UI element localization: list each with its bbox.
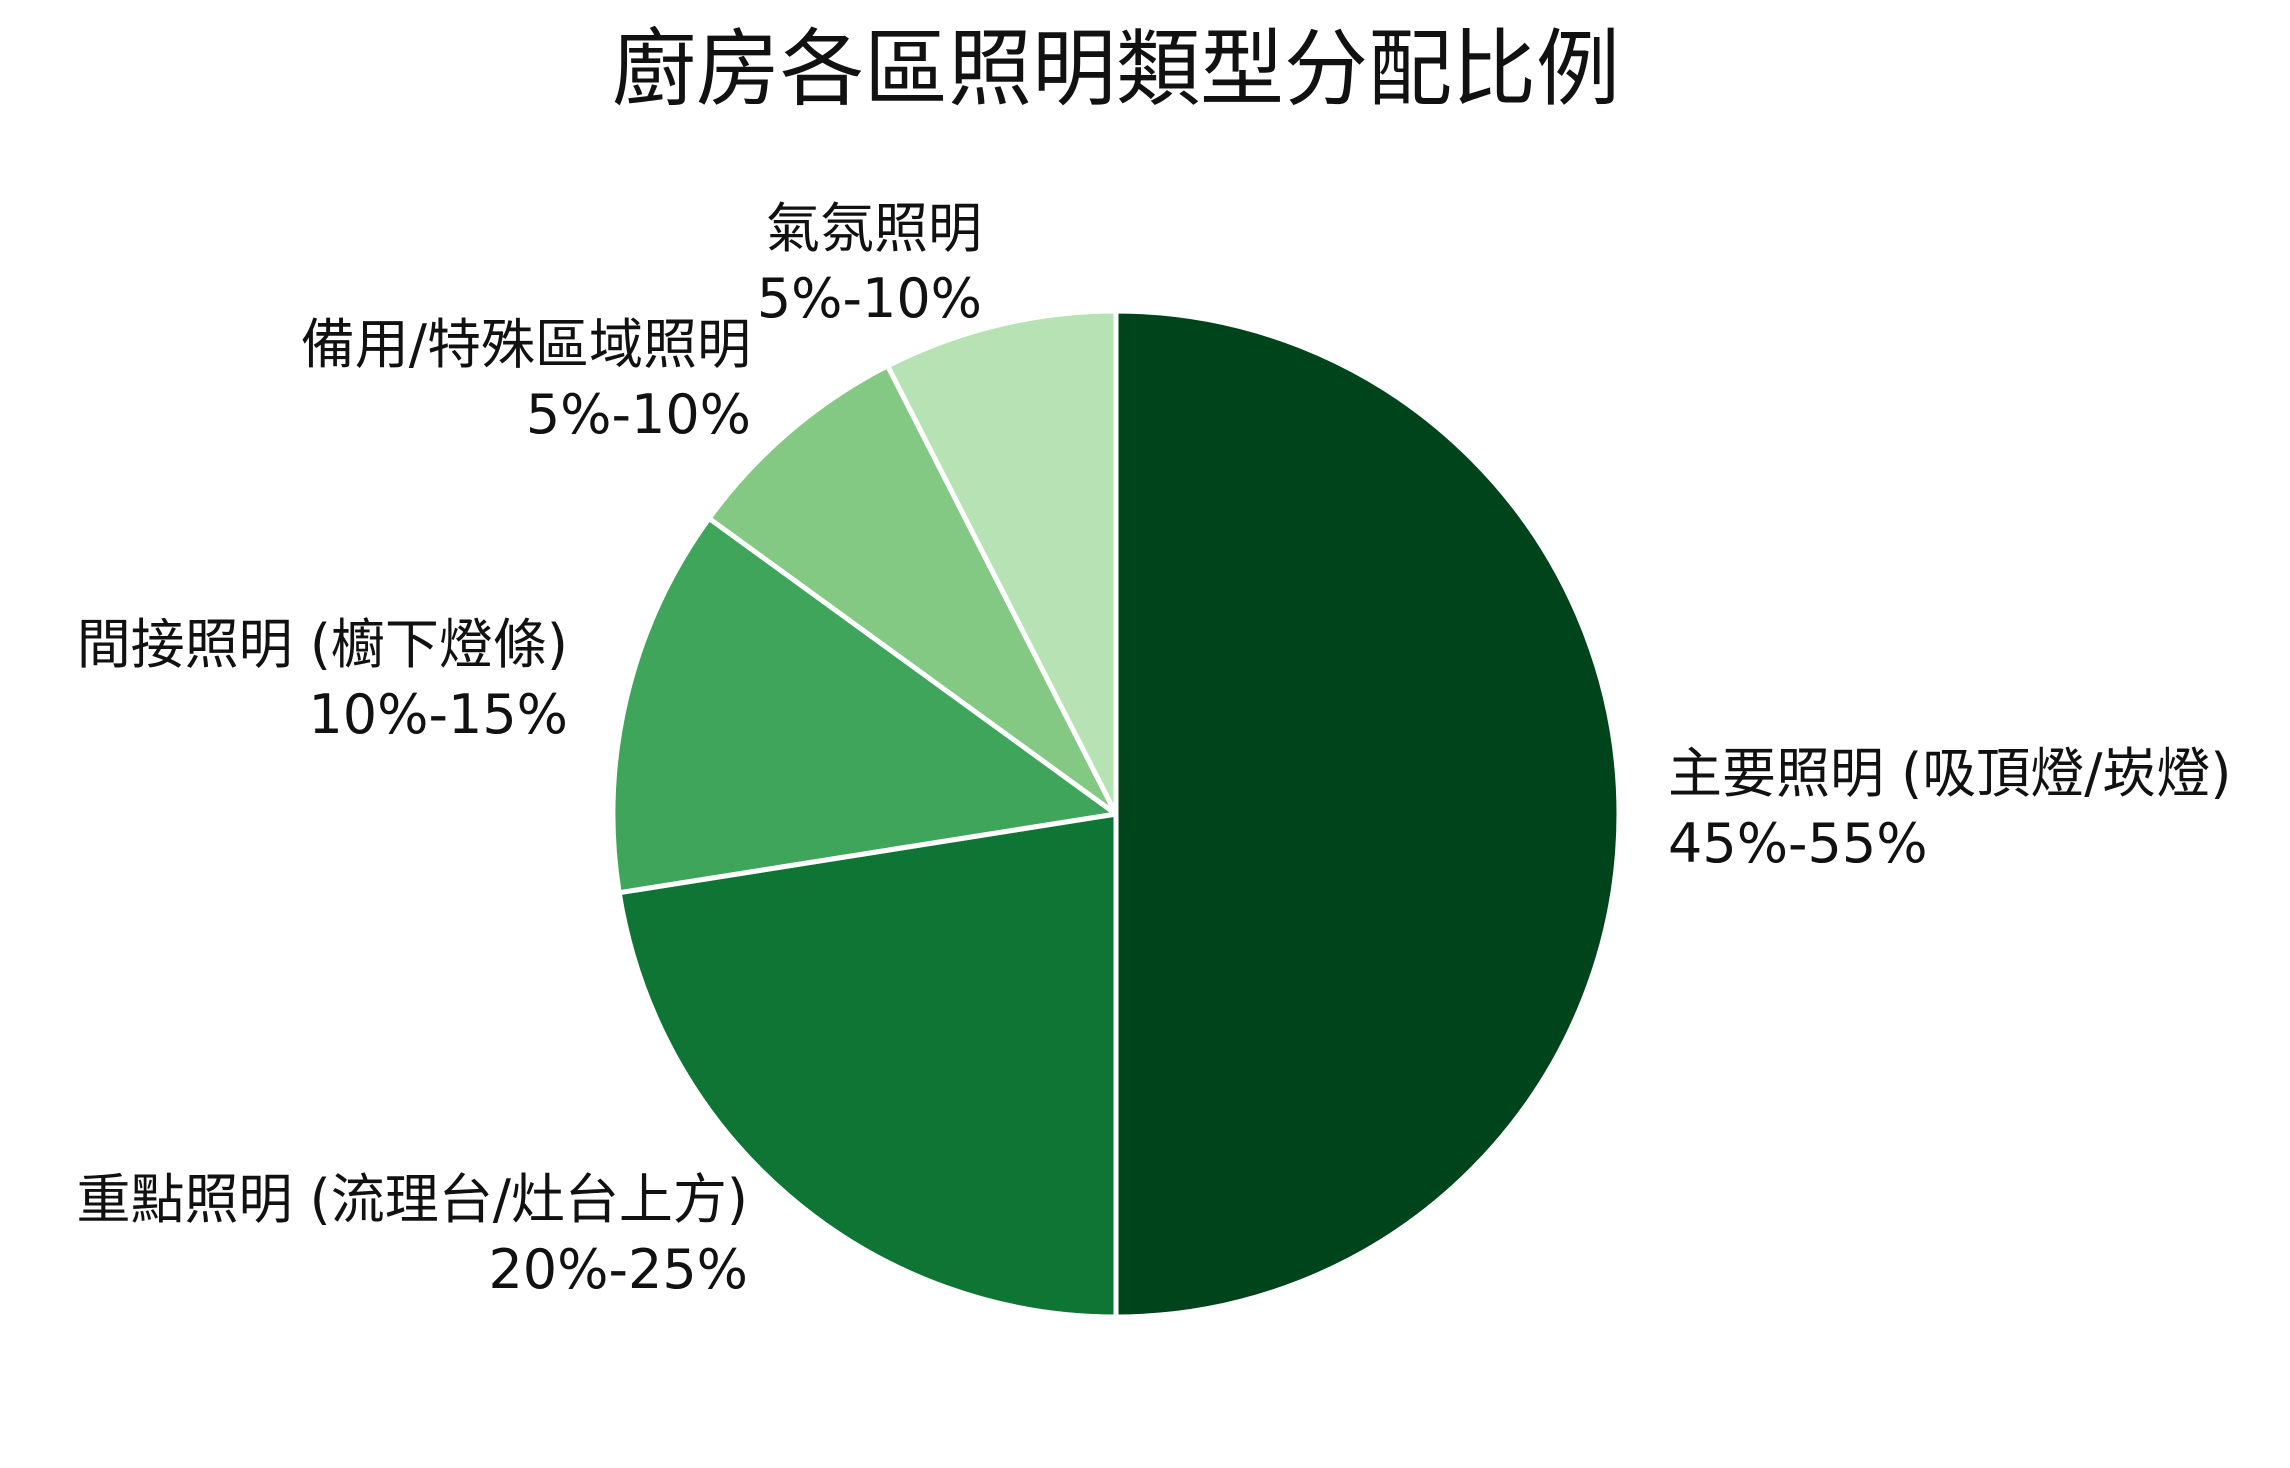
slice-range-label-1: 45%-55% [1668,812,1928,875]
slice-label-2: 重點照明 (流理台/灶台上方) [77,1168,749,1231]
slice-label-3: 間接照明 (櫥下燈條) [77,613,568,676]
slice-label-4: 備用/特殊區域照明 [301,313,751,376]
chart-title: 廚房各區照明類型分配比例 [612,20,1620,118]
slice-range-label-2: 20%-25% [488,1238,748,1301]
slice-label-5: 氣氛照明 [766,197,982,260]
slice-label-1: 主要照明 (吸頂燈/崁燈) [1668,742,2232,805]
pie-slice-3 [610,515,1119,896]
slice-range-label-4: 5%-10% [526,383,751,446]
slice-range-label-3: 10%-15% [308,683,568,746]
pie-slice-4 [706,363,1119,817]
pie-slices [610,308,1622,1320]
pie-slice-2 [616,811,1119,1320]
slice-range-label-5: 5%-10% [757,267,982,330]
pie-slice-1 [1113,308,1622,1320]
pie-slice-5 [885,308,1119,817]
slice-labels: 主要照明 (吸頂燈/崁燈) 45%-55% 重點照明 (流理台/灶台上方) 20%-2… [77,197,2232,1301]
